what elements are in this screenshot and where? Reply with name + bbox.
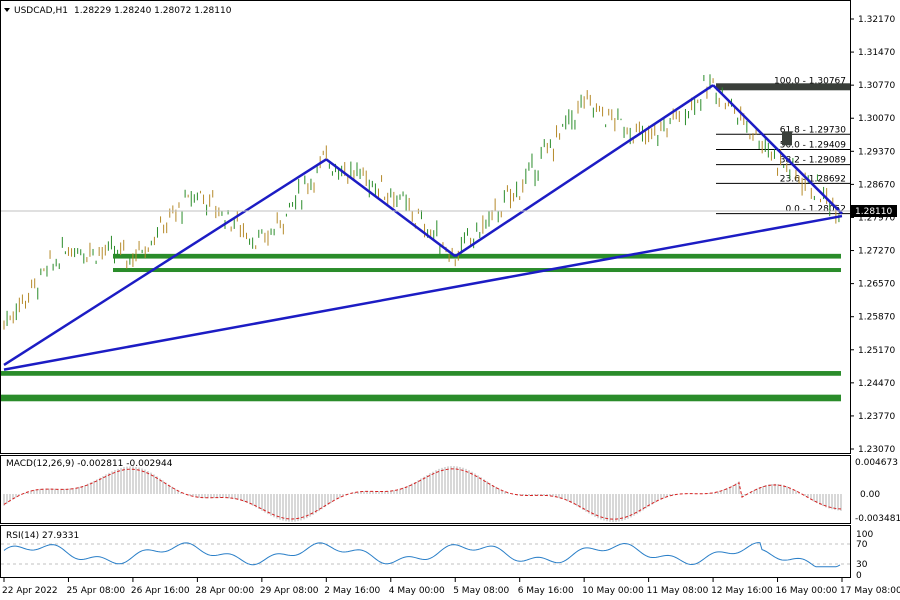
time-tick-label: 5 May 08:00 [453,586,509,596]
price-tick-label: 1.27270 [858,247,895,257]
support-zones [1,253,841,402]
rsi-label: RSI(14) 27.9331 [6,531,79,541]
price-tick-label: 1.23070 [858,445,895,455]
time-tick-label: 26 Apr 16:00 [131,586,190,596]
price-tick-label: 1.23770 [858,412,895,422]
macd-scale-top: 0.004673 [855,458,898,468]
current-price-tag [851,205,897,217]
collapse-arrow-icon[interactable] [4,8,10,12]
macd-scale-bottom: -0.003481 [855,514,900,524]
ohlc-values: 1.28229 1.28240 1.28072 1.28110 [74,6,232,16]
rsi-scale-70: 70 [856,540,868,550]
price-axis: 1.32170 1.31470 1.30770 1.30070 1.29370 1.286… [850,15,895,455]
time-tick-label: 11 May 08:00 [647,586,709,596]
macd-signal-line [3,468,842,520]
fib-level-label: 38.2 - 1.29089 [780,156,846,166]
time-tick-label: 10 May 00:00 [582,586,644,596]
price-tick-label: 1.30770 [858,81,895,91]
macd-scale-zero: 0.00 [860,490,880,500]
candlesticks [3,74,840,330]
price-tick-label: 1.30070 [858,114,895,124]
macd-histogram [3,466,842,522]
support-zone [1,394,841,402]
price-tick-label: 1.27970 [858,213,895,223]
macd-pane-frame [0,455,851,524]
fib-level-label: 50.0 - 1.29409 [780,140,846,150]
trendline [325,158,456,258]
price-tick-label: 1.25170 [858,346,895,356]
rsi-scale-30: 30 [856,560,868,570]
fib-mid-block [782,131,792,146]
price-tick-label: 1.24470 [858,379,895,389]
support-zone [1,371,841,376]
price-tick-label: 1.25870 [858,313,895,323]
trendline [3,214,843,371]
time-tick-label: 6 May 16:00 [518,586,574,596]
price-tick-label: 1.28670 [858,180,895,190]
fib-level-label: 100.0 - 1.30767 [774,76,846,86]
time-tick-label: 28 Apr 00:00 [195,586,254,596]
support-zone [113,253,841,259]
time-tick-label: 29 Apr 08:00 [260,586,319,596]
time-tick-label: 22 Apr 2022 [2,586,58,596]
trendline [712,84,843,215]
time-tick-label: 12 May 16:00 [711,586,773,596]
support-zone [113,268,841,273]
macd-label: MACD(12,26,9) -0.002811 -0.002944 [6,459,173,469]
time-axis: 22 Apr 2022 25 Apr 08:00 26 Apr 16:00 28 Ap… [2,578,900,596]
current-price-value: 1.28110 [855,207,892,217]
time-tick-label: 16 May 00:00 [776,586,838,596]
time-tick-label: 2 May 16:00 [324,586,380,596]
rsi-pane-frame [0,525,851,578]
price-tick-label: 1.32170 [858,15,895,25]
trendlines [3,84,843,371]
fib-level-label: 61.8 - 1.29730 [780,125,846,135]
price-tick-label: 1.31470 [858,48,895,58]
price-pane-frame [0,0,851,454]
fib-top-band [716,83,850,91]
rsi-line [3,542,841,568]
rsi-line-path [3,542,841,568]
rsi-scale-0: 0 [856,571,862,581]
time-tick-label: 17 May 08:00 [840,586,900,596]
trendline [3,158,327,366]
fibonacci-retracement: 100.0 - 1.30767 61.8 - 1.29730 50.0 - 1.29… [716,76,850,215]
rsi-scale-100: 100 [856,530,873,540]
trendline [454,84,714,258]
price-tick-label: 1.26570 [858,280,895,290]
price-tick-label: 1.29370 [858,147,895,157]
symbol-label: USDCAD,H1 [14,6,68,16]
fib-level-label: 0.0 - 1.28052 [786,205,847,215]
time-tick-label: 4 May 00:00 [389,586,445,596]
time-tick-label: 25 Apr 08:00 [66,586,125,596]
fib-level-label: 23.6 - 1.28692 [780,174,846,184]
